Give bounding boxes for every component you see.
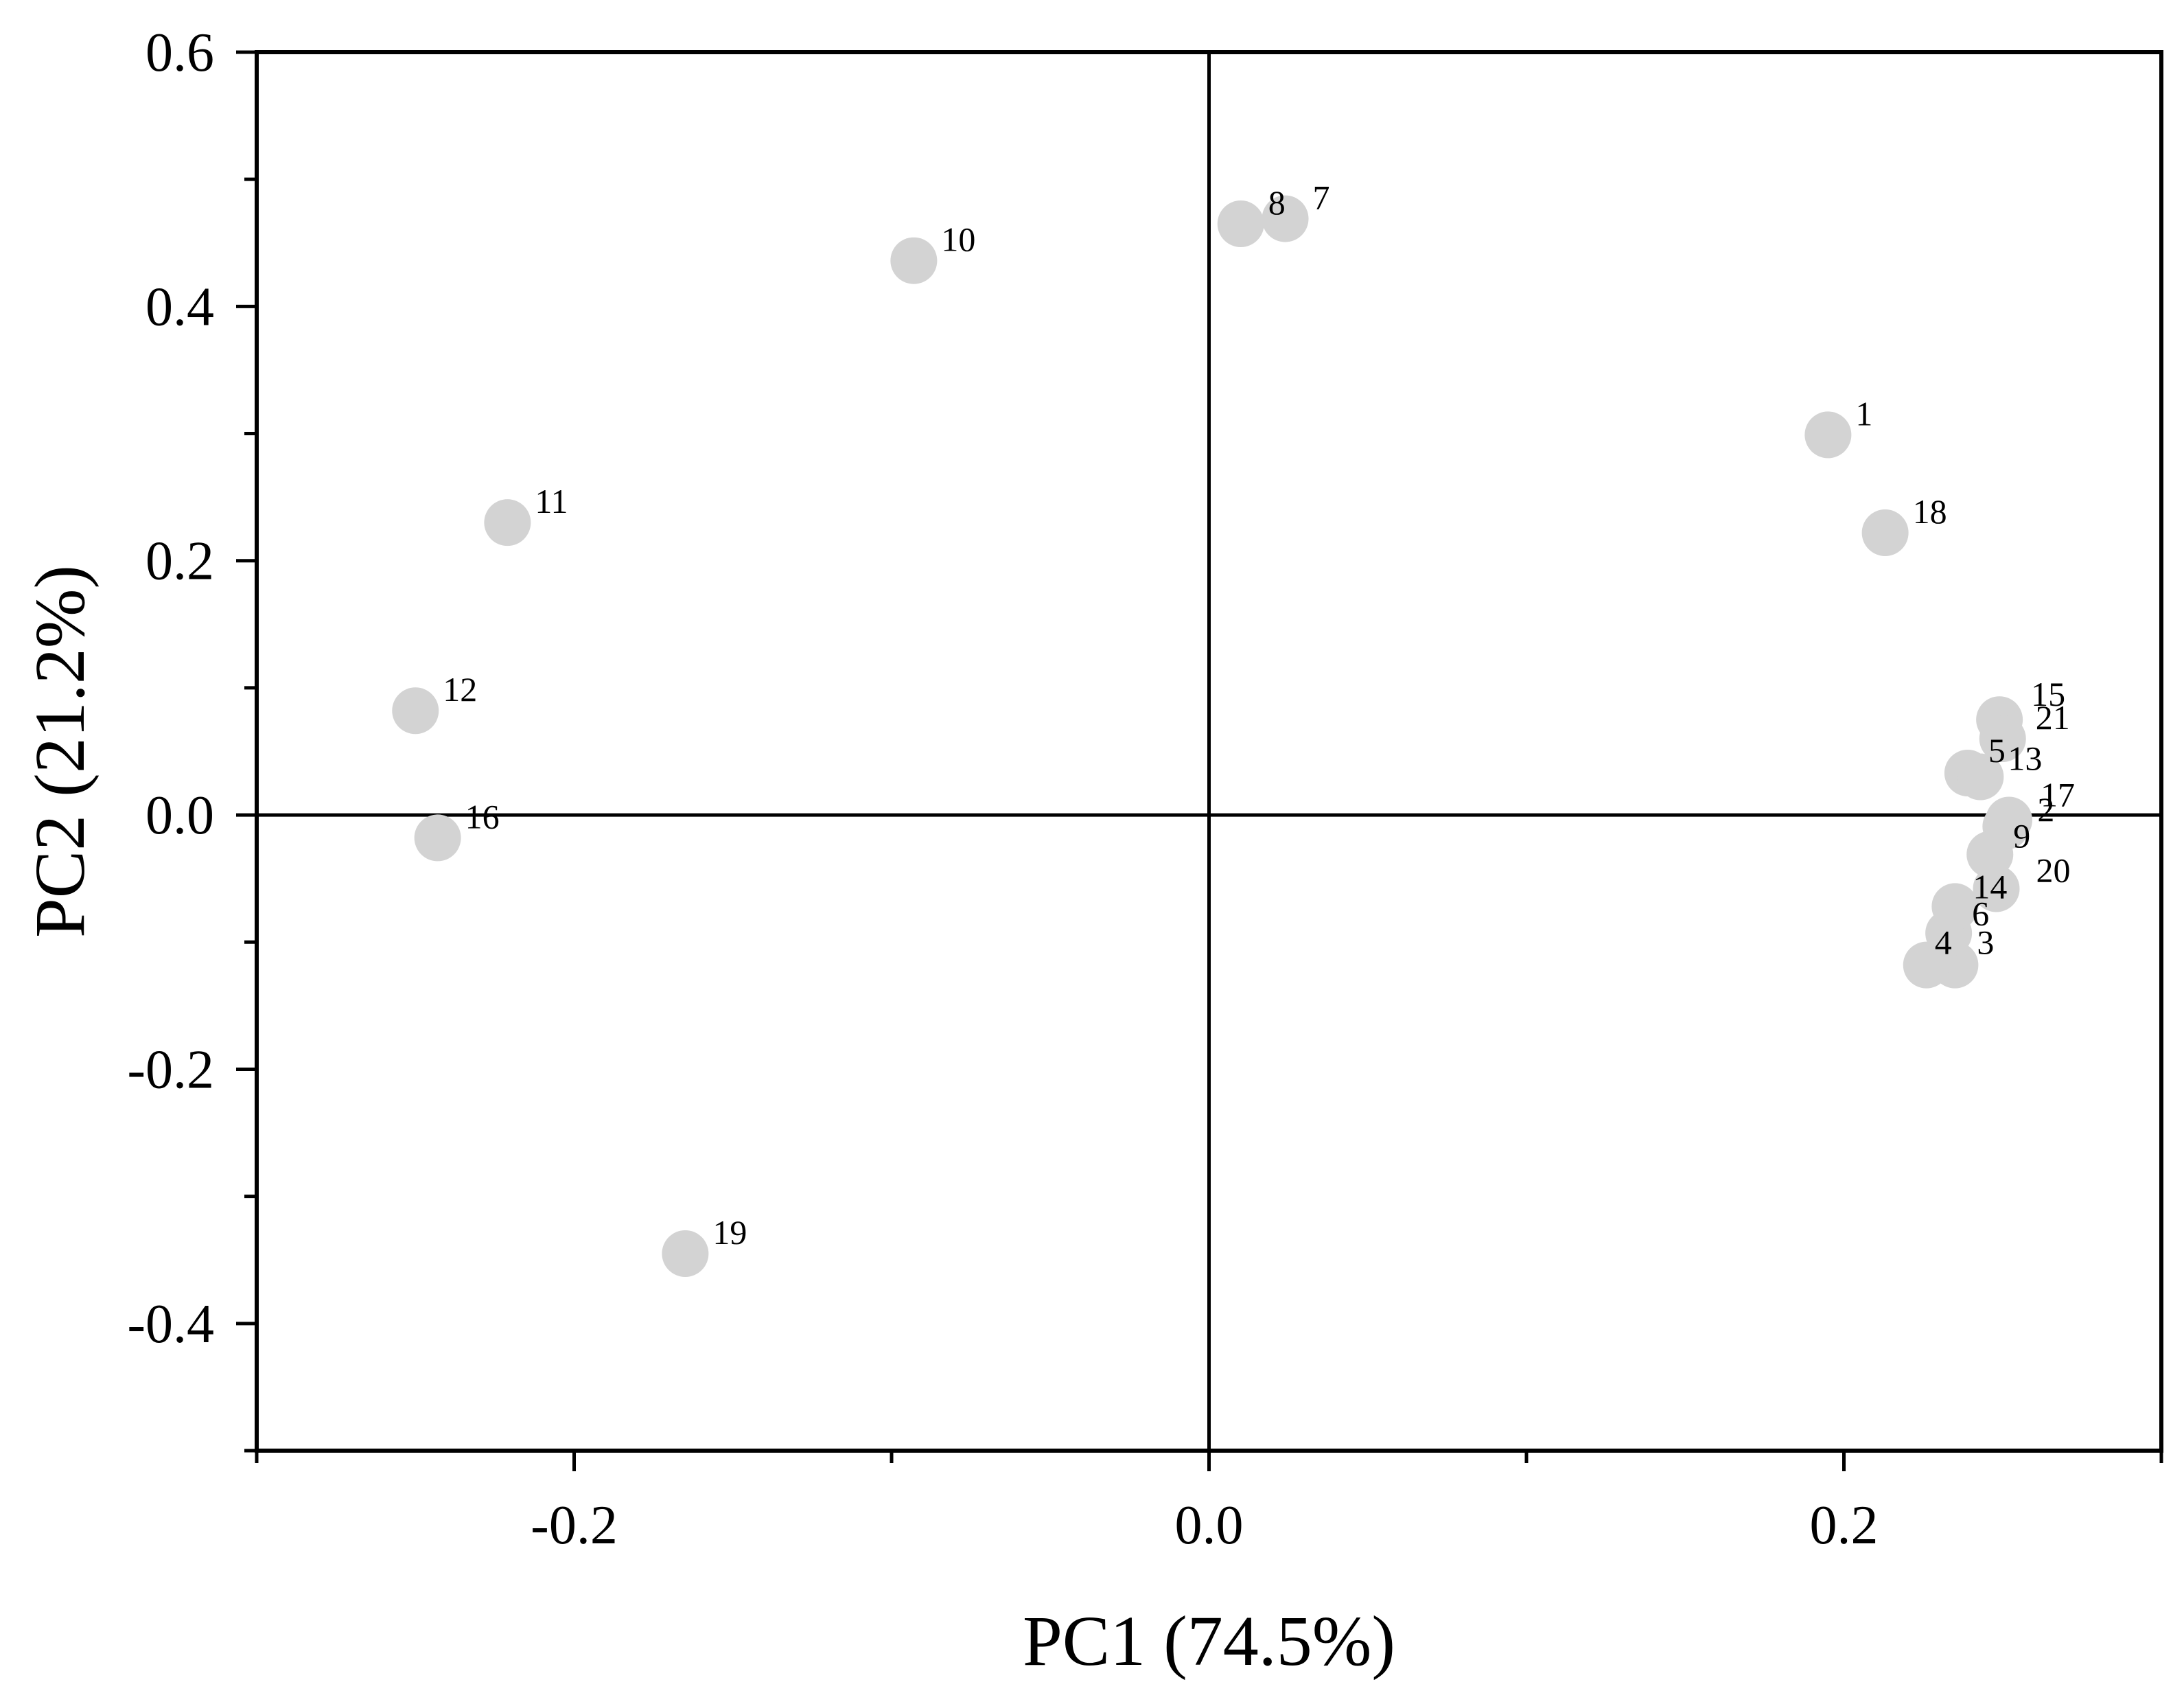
point-label: 7 — [1313, 178, 1330, 217]
point-label: 19 — [712, 1213, 747, 1252]
y-tick-label: -0.4 — [127, 1294, 214, 1355]
y-axis-ticks: -0.4 -0.2 0.0 0.2 0.4 0.6 — [127, 23, 257, 1453]
x-tick-label: 0.2 — [1810, 1495, 1879, 1556]
data-points — [392, 195, 2032, 1277]
y-axis-title: PC2 (21.2%) — [21, 565, 100, 938]
point-label: 21 — [2036, 698, 2070, 737]
scatter-point — [1217, 200, 1264, 247]
point-label: 16 — [465, 797, 500, 836]
scatter-point — [484, 499, 531, 546]
point-label: 4 — [1935, 923, 1952, 962]
reference-lines — [257, 52, 2161, 1451]
y-tick-label: 0.6 — [146, 23, 214, 83]
point-label: 2 — [2037, 790, 2054, 829]
y-tick-label: -0.2 — [127, 1039, 214, 1100]
scatter-point — [890, 237, 938, 284]
x-tick-label: -0.2 — [531, 1495, 618, 1556]
scatter-point — [1986, 796, 2032, 844]
point-label: 12 — [443, 670, 477, 709]
scatter-point — [1804, 411, 1852, 459]
point-label: 14 — [1973, 867, 2007, 906]
point-label: 13 — [2008, 739, 2042, 778]
point-label: 9 — [2013, 816, 2030, 855]
point-label: 8 — [1268, 183, 1286, 222]
point-label: 20 — [2036, 851, 2071, 889]
scatter-point — [1957, 753, 2004, 801]
x-axis-title: PC1 (74.5%) — [1023, 1602, 1395, 1681]
scatter-point — [1979, 715, 2026, 762]
scatter-point — [1973, 865, 2020, 912]
point-label: 18 — [1913, 492, 1947, 531]
point-label: 17 — [2041, 775, 2075, 814]
point-label: 1 — [1855, 394, 1872, 433]
scatter-point — [1861, 509, 1909, 556]
point-label: 15 — [2031, 675, 2065, 713]
point-label: 3 — [1977, 923, 1994, 962]
y-tick-label: 0.4 — [146, 277, 214, 337]
point-label: 11 — [535, 482, 568, 520]
scatter-point — [662, 1230, 709, 1277]
point-label: 10 — [941, 220, 975, 259]
y-tick-label: 0.2 — [146, 531, 214, 592]
scatter-point — [392, 687, 439, 735]
scatter-point — [414, 814, 461, 862]
point-label: 6 — [1972, 894, 1989, 932]
x-tick-label: 0.0 — [1175, 1495, 1244, 1556]
x-axis-ticks: -0.2 0.0 0.2 — [255, 1451, 2163, 1556]
point-label: 5 — [1988, 731, 2006, 770]
scatter-point — [1931, 883, 1979, 930]
scatter-point — [1262, 195, 1309, 242]
y-tick-label: 0.0 — [146, 785, 214, 846]
